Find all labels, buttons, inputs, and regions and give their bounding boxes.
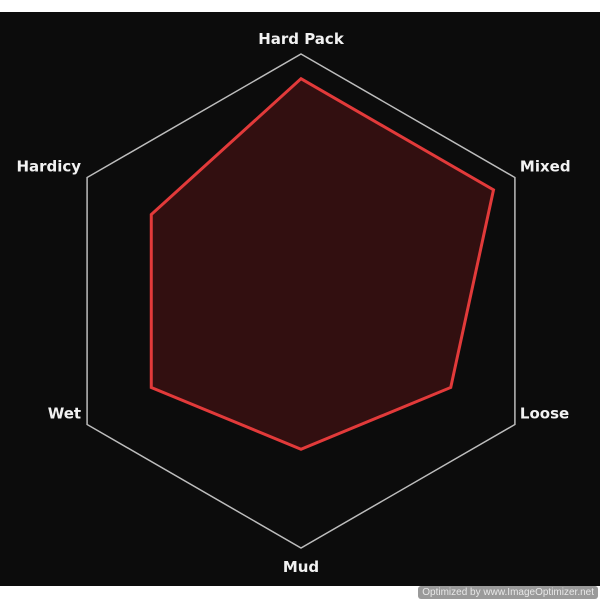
axis-label-mud: Mud [283,558,319,576]
axis-label-mixed: Mixed [520,158,571,176]
series-area [149,76,496,451]
grid-hexagon [86,53,516,549]
axis-label-hard-pack: Hard Pack [258,30,345,48]
watermark: Optimized by www.ImageOptimizer.net [418,586,598,599]
axis-label-loose: Loose [520,405,569,423]
axis-label-wet: Wet [48,405,81,423]
axis-label-hardicy: Hardicy [16,158,81,176]
